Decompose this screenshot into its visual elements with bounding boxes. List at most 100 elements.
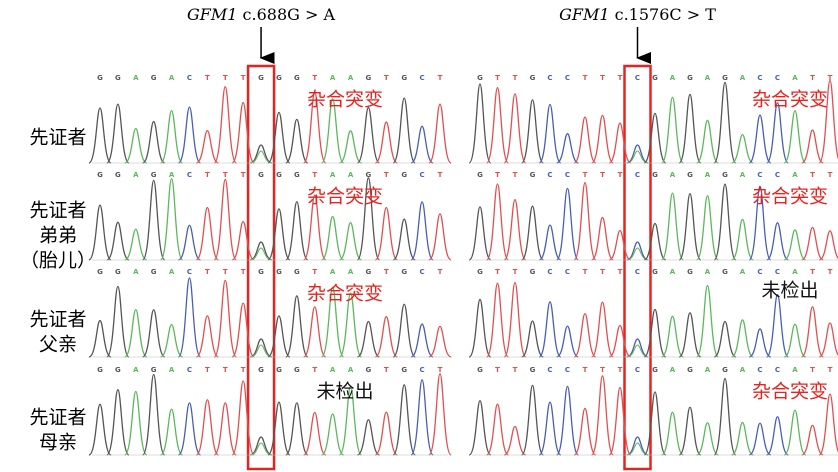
peak [339,131,361,163]
base-letter: A [330,366,336,374]
base-letter: T [241,171,246,179]
result-label: 未检出 [761,280,818,302]
peak [539,402,561,455]
base-letter: T [438,171,443,179]
base-letter: T [810,74,815,82]
peak [89,404,111,455]
peak [697,196,719,260]
peak [160,325,182,357]
peak [268,209,290,260]
peak [574,183,596,260]
base-letter: T [513,171,518,179]
variant-heading: GFM1 c.688G > A [187,5,335,24]
base-letter: T [205,366,210,374]
base-letter: T [810,268,815,276]
base-letter: G [722,268,728,276]
base-letter: C [635,171,640,179]
base-letter: G [401,268,407,276]
base-letter: A [705,268,711,276]
base-letter: G [294,366,300,374]
base-letter: C [565,366,570,374]
peak [250,242,272,260]
peak [592,302,614,357]
base-letter: C [565,74,570,82]
base-letter: G [530,268,536,276]
peak [557,326,579,357]
peak [574,408,596,455]
base-letter: T [438,366,443,374]
peak [429,104,451,163]
base-letter: T [513,268,518,276]
peak [662,193,684,260]
base-letter: G [115,268,121,276]
base-letter: T [828,366,833,374]
base-letter: T [223,74,228,82]
peak [178,225,200,260]
peak [143,180,165,260]
peak [125,229,147,260]
base-letter: C [420,74,425,82]
peak [214,403,236,455]
peak [469,207,491,260]
peak [393,385,415,455]
peak [268,112,290,163]
base-letter: C [547,268,552,276]
peak [819,394,838,455]
base-letter: T [618,268,623,276]
base-letter: C [635,366,640,374]
peak [429,326,451,357]
base-letter: G [258,268,264,276]
base-letter: T [384,171,389,179]
base-letter: C [775,74,780,82]
peak [357,322,379,357]
peak [522,321,544,357]
base-letter: C [547,171,552,179]
base-letter: G [687,171,693,179]
peak [662,97,684,163]
base-letter: C [565,268,570,276]
peak [250,145,272,163]
base-letter: G [294,74,300,82]
peak [627,145,649,163]
base-letter: T [600,268,605,276]
peak [160,409,182,455]
base-letter: T [495,268,500,276]
peak [375,207,397,260]
base-letter: G [722,74,728,82]
row-label: 先证者 [29,127,86,149]
peak [107,222,129,260]
peak [802,130,824,163]
peak [662,316,684,357]
base-letter: A [330,268,336,276]
base-letter: T [583,74,588,82]
peak [232,381,254,455]
peak [609,325,631,357]
result-label: 杂合突变 [752,186,828,208]
peak [802,307,824,357]
base-letter: G [687,268,693,276]
base-letter: A [169,74,175,82]
peak [522,385,544,455]
base-letter: G [652,171,658,179]
peak [487,404,509,455]
peak [268,402,290,455]
peak [411,202,433,260]
base-letter: T [513,366,518,374]
base-letter: A [348,171,354,179]
base-letter: A [348,366,354,374]
peak [592,376,614,455]
base-letter: A [169,366,175,374]
base-letter: T [438,268,443,276]
base-letter: C [775,268,780,276]
base-letter: G [151,171,157,179]
base-letter: A [133,74,139,82]
base-letter: G [258,74,264,82]
peak [107,286,129,357]
base-letter: G [276,366,282,374]
base-letter: G [652,268,658,276]
peak [802,425,824,455]
peak [375,122,397,163]
peak [679,313,701,357]
base-letter: A [705,74,711,82]
peak [627,437,649,455]
